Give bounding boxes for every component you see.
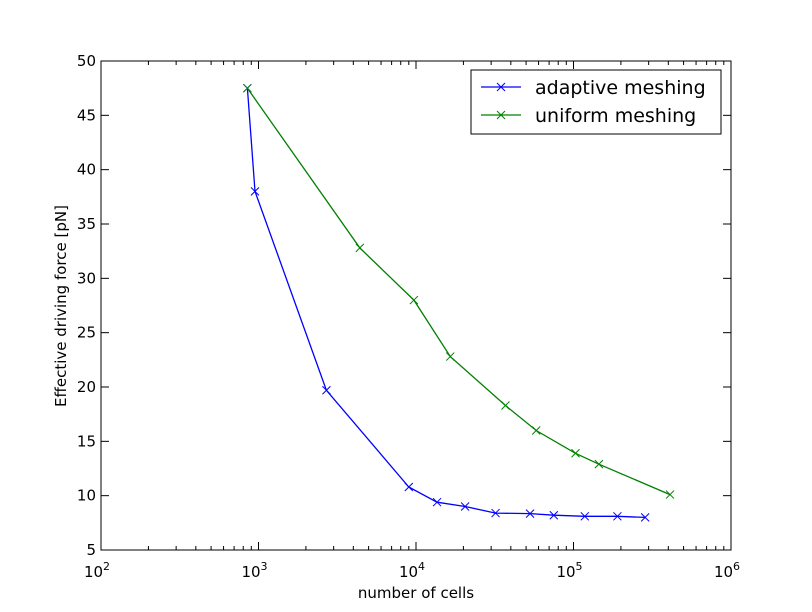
x-tick-base: 10 [556,563,575,581]
x-tick-exponent: 4 [418,560,425,573]
x-tick-base: 10 [84,563,103,581]
data-point-marker [322,385,331,395]
y-axis-label: Effective driving force [pN] [52,205,70,407]
y-tick-label: 25 [77,324,96,342]
legend-swatch-marker [496,110,506,120]
y-tick-label: 10 [77,487,96,505]
y-tick-label: 50 [77,52,96,70]
y-axis-ticks: 5 10 15 20 25 30 35 40 45 50 [77,52,731,559]
data-point-marker [594,459,604,469]
data-point-marker [571,448,580,458]
y-tick-label: 35 [77,215,96,233]
x-tick-label: 104 [399,560,425,581]
x-tick-exponent: 5 [576,560,583,573]
x-tick-label: 102 [84,560,110,581]
x-tick-exponent: 2 [103,560,110,573]
y-tick-label: 45 [77,106,96,124]
data-point-marker [501,401,510,410]
x-tick-exponent: 6 [733,560,740,573]
data-point-marker [445,352,455,361]
series-line [246,88,646,519]
x-tick-base: 10 [714,563,733,581]
y-tick-label: 5 [86,541,96,559]
y-tick-label: 30 [77,269,96,287]
data-point-marker [250,187,260,196]
data-point-marker [404,482,414,492]
x-tick-exponent: 3 [261,560,268,573]
data-point-marker [355,243,365,253]
data-point-marker [613,511,622,521]
legend-swatch-marker [496,82,506,92]
series-layer [243,83,675,522]
legend-label: uniform meshing [535,105,696,127]
x-axis-ticks: 102 103 104 105 106 [84,61,740,581]
x-tick-label: 103 [241,560,267,581]
y-tick-label: 20 [77,378,96,396]
data-point-marker [491,508,500,518]
data-point-marker [531,426,541,435]
data-point-marker [243,83,252,93]
series-uniform-meshing [243,83,675,499]
y-tick-label: 15 [77,432,96,450]
x-tick-label: 105 [556,560,582,581]
legend: adaptive meshing uniform meshing [470,69,722,135]
y-tick-label: 40 [77,161,96,179]
x-tick-label: 106 [714,560,740,581]
data-point-marker [580,511,590,521]
legend-box [470,69,722,135]
data-point-marker [409,295,419,305]
data-point-marker [665,490,675,499]
x-tick-base: 10 [241,563,260,581]
data-point-marker [640,513,650,522]
data-point-marker [460,502,470,511]
data-point-marker [549,510,559,520]
legend-label: adaptive meshing [535,77,706,99]
x-axis-label: number of cells [358,584,474,602]
data-point-marker [432,497,442,507]
data-point-marker [525,509,535,518]
x-tick-base: 10 [399,563,418,581]
